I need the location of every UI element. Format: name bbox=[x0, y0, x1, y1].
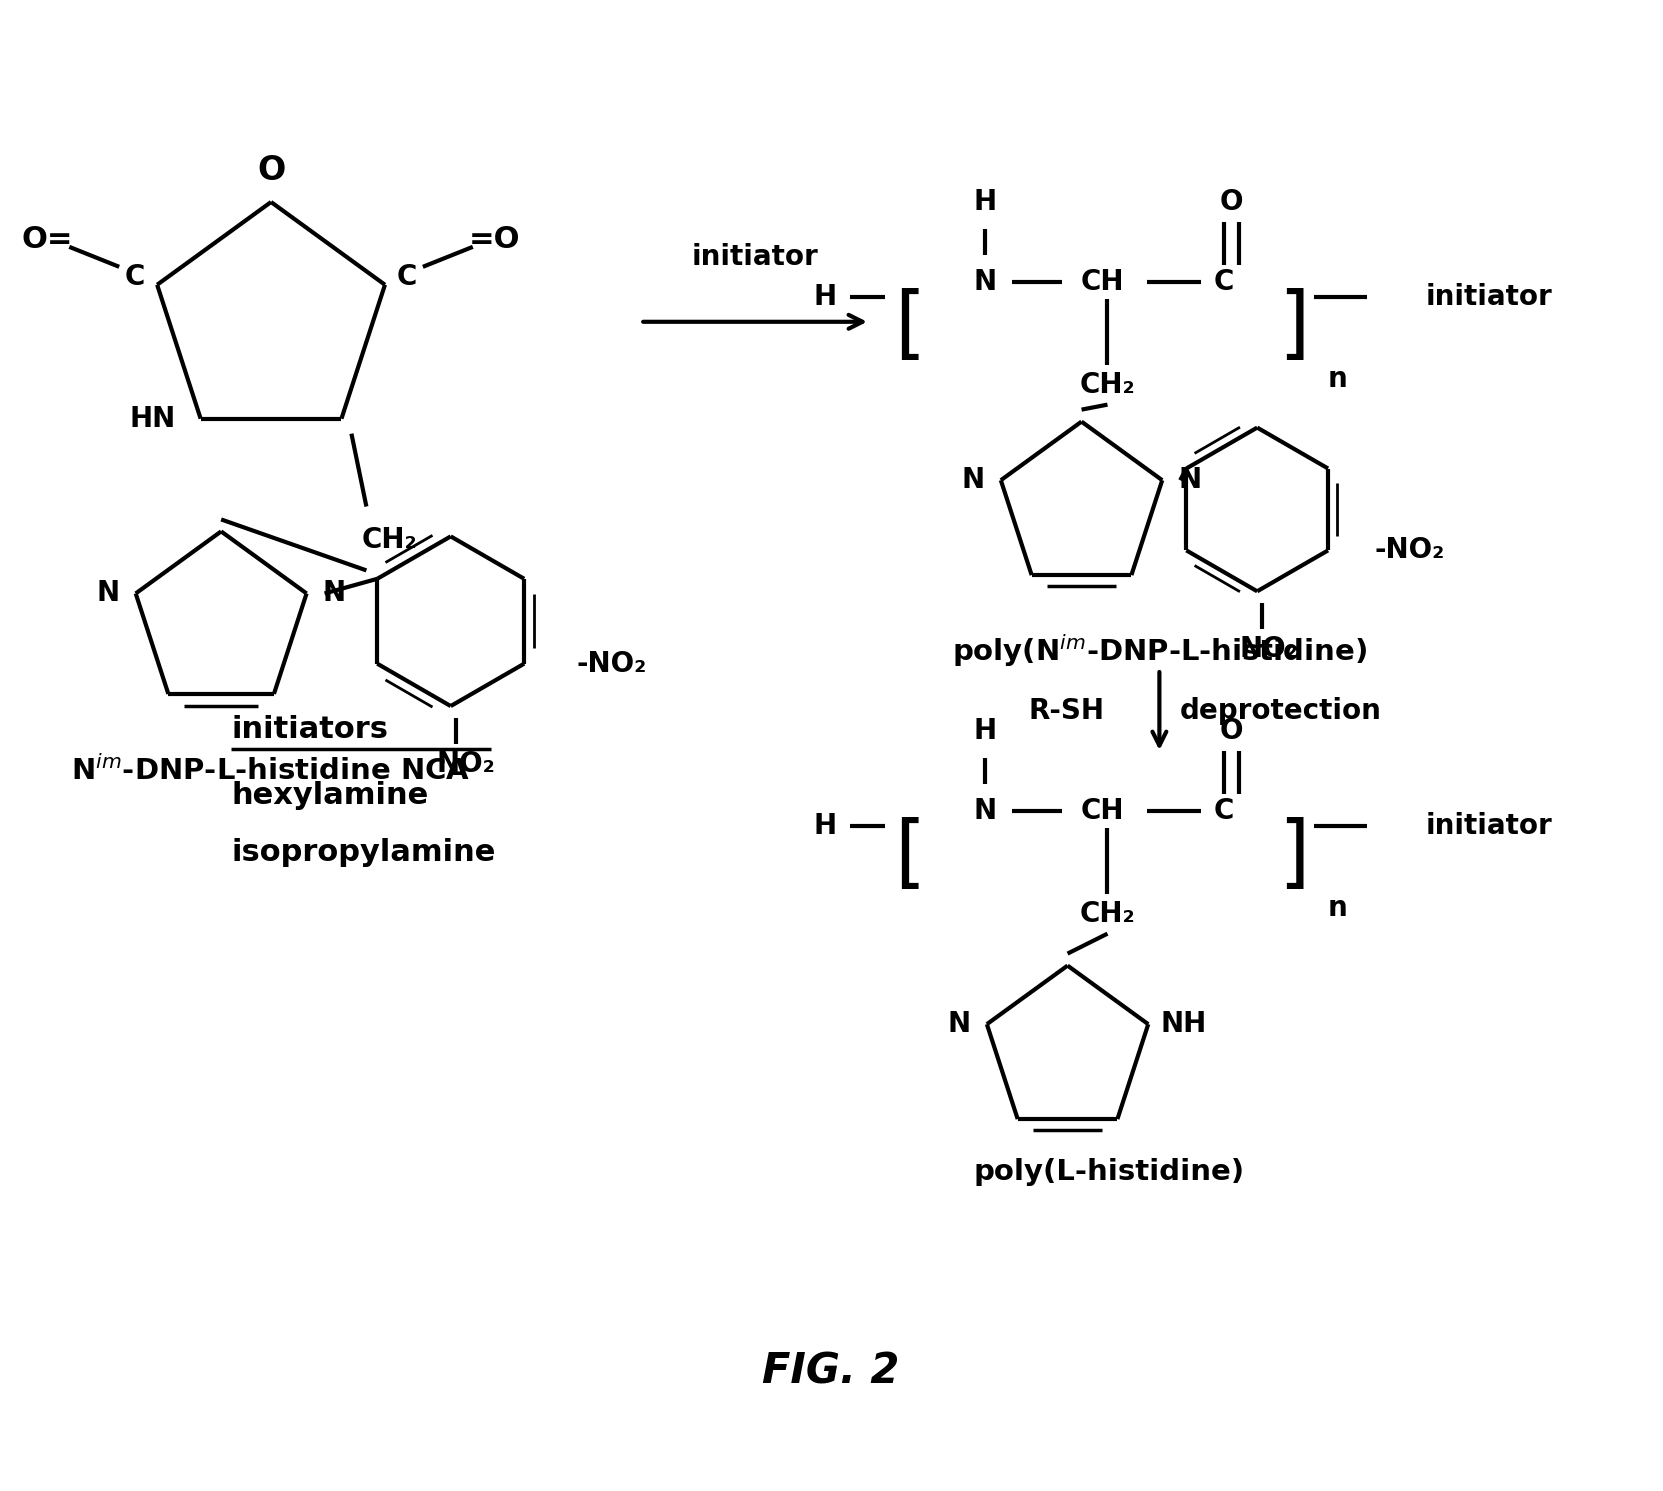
Text: CH₂: CH₂ bbox=[1079, 899, 1136, 927]
Text: C: C bbox=[125, 262, 145, 291]
Text: NH: NH bbox=[1161, 1011, 1206, 1038]
Text: H: H bbox=[973, 188, 996, 216]
Text: O: O bbox=[1219, 717, 1242, 746]
Text: [: [ bbox=[895, 288, 926, 365]
Text: CH₂: CH₂ bbox=[361, 526, 417, 555]
Text: n: n bbox=[1327, 893, 1347, 921]
Text: hexylamine: hexylamine bbox=[231, 781, 429, 811]
Text: HN: HN bbox=[130, 404, 176, 432]
Text: N: N bbox=[948, 1011, 971, 1038]
Text: O: O bbox=[256, 154, 284, 186]
Text: N: N bbox=[96, 580, 120, 607]
Text: deprotection: deprotection bbox=[1179, 698, 1382, 725]
Text: R-SH: R-SH bbox=[1028, 698, 1104, 725]
Text: initiator: initiator bbox=[1425, 283, 1552, 310]
Text: N: N bbox=[961, 467, 984, 494]
Text: ]: ] bbox=[1279, 288, 1310, 365]
Text: poly(N$^{im}$-DNP-L-histidine): poly(N$^{im}$-DNP-L-histidine) bbox=[951, 632, 1367, 669]
Text: initiators: initiators bbox=[231, 714, 387, 744]
Text: H: H bbox=[813, 813, 836, 839]
Text: poly(L-histidine): poly(L-histidine) bbox=[975, 1159, 1246, 1187]
Text: FIG. 2: FIG. 2 bbox=[762, 1351, 900, 1393]
Text: initiator: initiator bbox=[692, 243, 818, 271]
Text: -NO₂: -NO₂ bbox=[577, 650, 647, 677]
Text: C: C bbox=[1214, 268, 1234, 295]
Text: H: H bbox=[813, 283, 836, 310]
Text: CH₂: CH₂ bbox=[1079, 371, 1136, 398]
Text: H: H bbox=[973, 717, 996, 746]
Text: N: N bbox=[973, 268, 996, 295]
Text: N: N bbox=[973, 796, 996, 825]
Text: C: C bbox=[397, 262, 417, 291]
Text: O: O bbox=[1219, 188, 1242, 216]
Text: NO₂: NO₂ bbox=[1241, 635, 1299, 663]
Text: n: n bbox=[1327, 365, 1347, 392]
Text: [: [ bbox=[895, 817, 926, 895]
Text: N$^{im}$-DNP-L-histidine NCA: N$^{im}$-DNP-L-histidine NCA bbox=[72, 756, 471, 786]
Text: initiator: initiator bbox=[1425, 813, 1552, 839]
Text: -NO₂: -NO₂ bbox=[1375, 537, 1445, 565]
Text: ]: ] bbox=[1279, 817, 1310, 895]
Text: CH: CH bbox=[1081, 796, 1124, 825]
Text: =O: =O bbox=[469, 225, 521, 255]
Text: N: N bbox=[323, 580, 346, 607]
Text: CH: CH bbox=[1081, 268, 1124, 295]
Text: NO₂: NO₂ bbox=[436, 750, 496, 778]
Text: C: C bbox=[1214, 796, 1234, 825]
Text: isopropylamine: isopropylamine bbox=[231, 838, 496, 868]
Text: N: N bbox=[1179, 467, 1202, 494]
Text: O=: O= bbox=[22, 225, 73, 255]
